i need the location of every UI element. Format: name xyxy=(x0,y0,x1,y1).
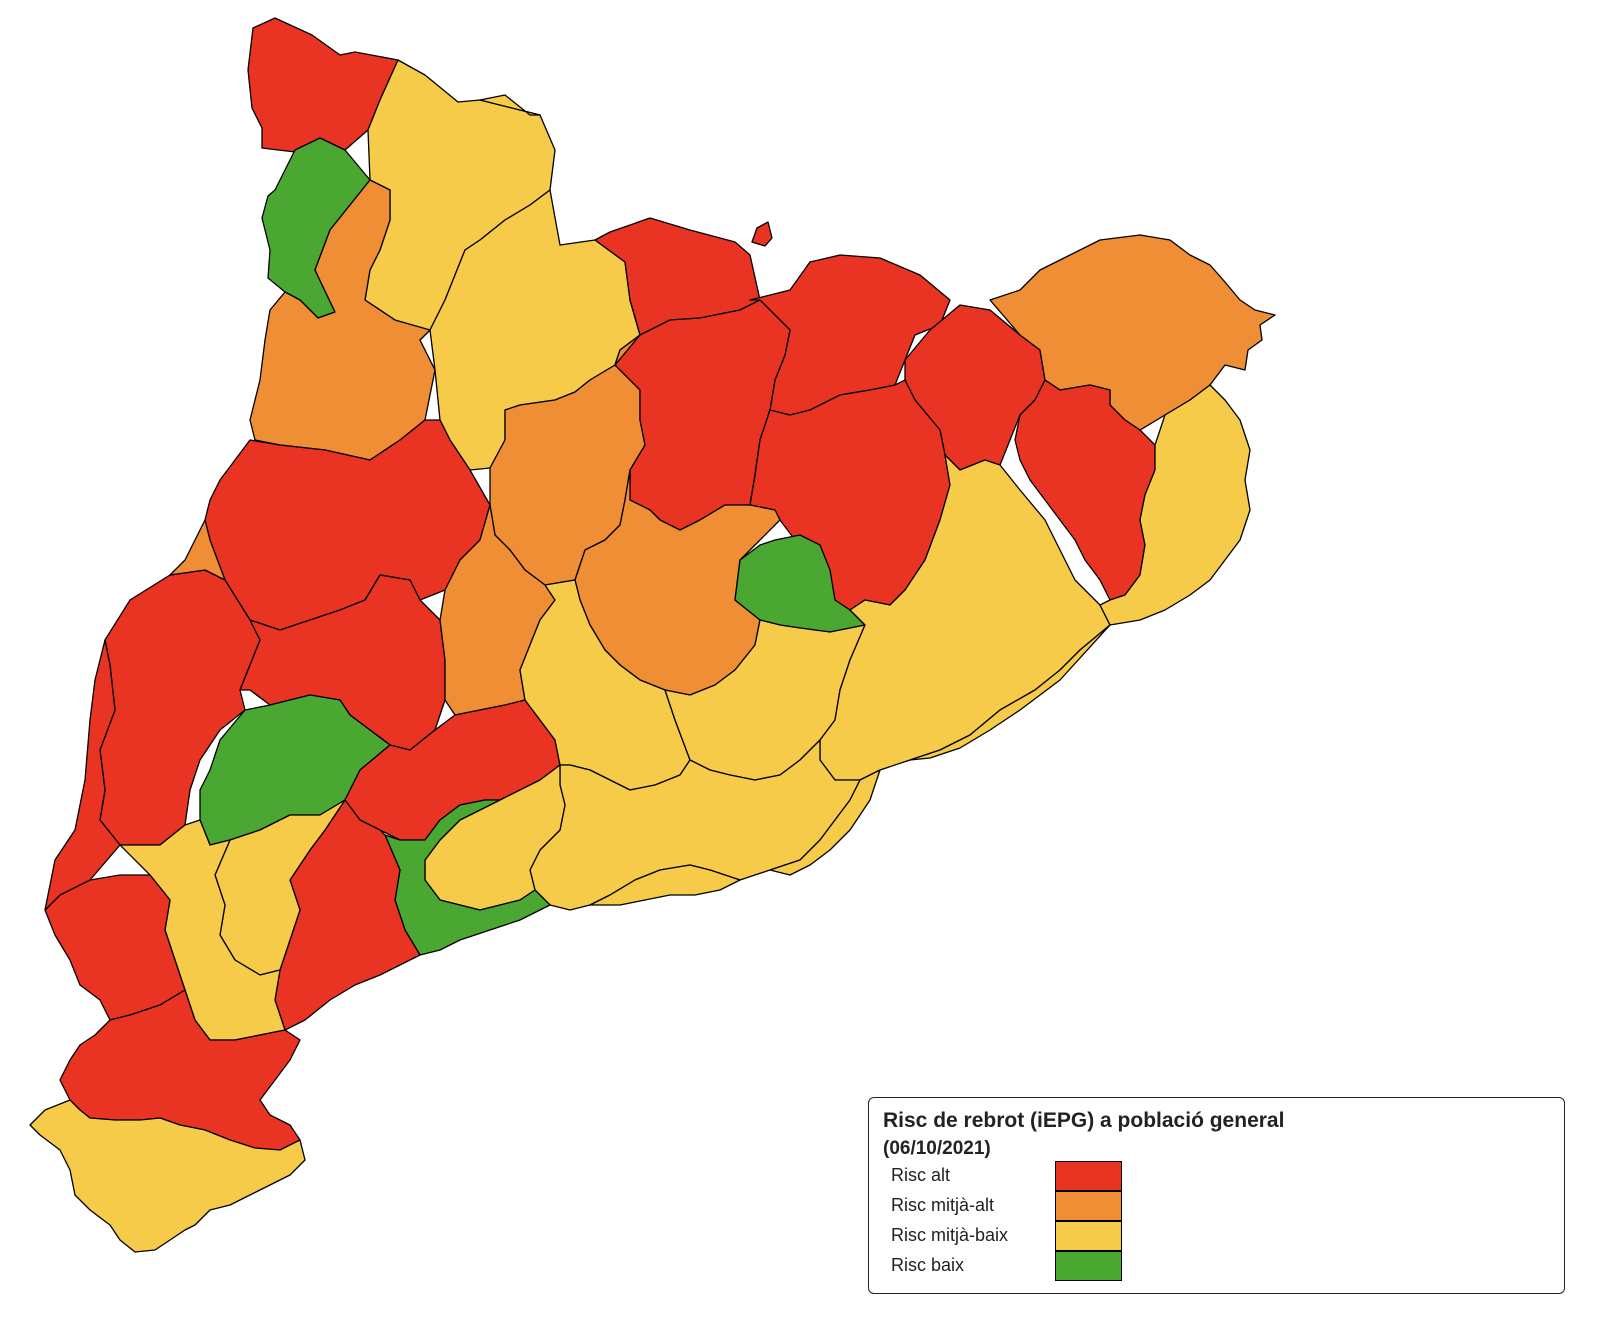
region-r40 xyxy=(44,639,121,911)
legend-swatch-risc-mitja-alt xyxy=(1055,1191,1122,1221)
legend-item-risc-mitja-baix: Risc mitjà-baix xyxy=(869,1221,1564,1251)
legend-swatch-risc-alt xyxy=(1055,1161,1122,1191)
legend: Risc de rebrot (iEPG) a població general… xyxy=(868,1097,1565,1294)
legend-item-risc-baix: Risc baix xyxy=(869,1251,1564,1281)
region-r07b xyxy=(751,221,773,247)
region-r14 xyxy=(614,299,641,366)
legend-swatch-risc-mitja-baix xyxy=(1055,1221,1122,1251)
region-r30 xyxy=(384,799,551,956)
legend-title: Risc de rebrot (iEPG) a població general xyxy=(883,1109,1285,1132)
region-r39 xyxy=(1099,384,1251,626)
region-r36 xyxy=(44,874,186,1021)
legend-label: Risc alt xyxy=(891,1165,951,1185)
region-r37 xyxy=(29,1099,306,1253)
legend-label: Risc mitjà-baix xyxy=(891,1225,1009,1245)
region-r29 xyxy=(909,624,1111,761)
legend-swatch-risc-baix xyxy=(1055,1251,1122,1281)
region-r27 xyxy=(769,769,881,876)
legend-label: Risc mitjà-alt xyxy=(891,1195,995,1215)
legend-date: (06/10/2021) xyxy=(883,1138,991,1159)
region-r16 xyxy=(479,94,541,116)
region-r28 xyxy=(589,864,741,906)
legend-label: Risc baix xyxy=(891,1255,965,1275)
legend-item-risc-mitja-alt: Risc mitjà-alt xyxy=(869,1191,1564,1221)
legend-item-risc-alt: Risc alt xyxy=(869,1161,1564,1191)
region-r05 xyxy=(169,519,226,581)
